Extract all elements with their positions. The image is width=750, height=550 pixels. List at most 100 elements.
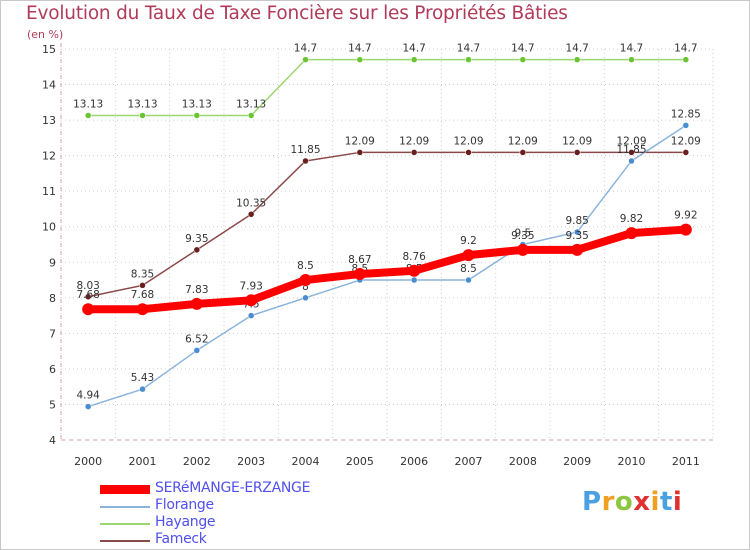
data-label-hayange: 13.13 — [127, 98, 157, 110]
chart-title: Evolution du Taux de Taxe Foncière sur l… — [26, 3, 568, 24]
logo-letter: i — [672, 487, 683, 517]
data-label-ser-mange-erzange: 7.68 — [131, 289, 154, 301]
data-point-ser-mange-erzange — [571, 243, 584, 256]
data-label-hayange: 13.13 — [182, 98, 212, 110]
data-point-fameck — [302, 157, 309, 165]
legend-label-hayange: Hayange — [155, 514, 216, 530]
x-tick-label: 2001 — [129, 455, 157, 468]
data-label-fameck: 12.09 — [508, 135, 538, 147]
data-point-ser-mange-erzange — [516, 243, 529, 256]
legend-line-serem — [100, 485, 150, 494]
data-point-fameck — [84, 293, 92, 301]
data-point-fameck — [628, 149, 635, 156]
data-label-ser-mange-erzange: 9.82 — [620, 213, 643, 225]
series-line-hayange — [87, 58, 687, 117]
data-point-hayange — [84, 112, 92, 119]
data-point-florange — [193, 347, 201, 354]
data-label-fameck: 12.09 — [616, 135, 646, 147]
data-point-florange — [573, 228, 581, 236]
data-label-hayange: 14.7 — [294, 43, 317, 55]
x-tick-label: 2003 — [237, 455, 265, 468]
y-tick-label: 5 — [49, 398, 56, 411]
unit-label: (en %) — [27, 28, 64, 41]
data-point-ser-mange-erzange — [299, 274, 312, 287]
data-label-florange: 11.85 — [616, 144, 646, 156]
data-label-florange: 5.43 — [131, 372, 154, 384]
x-tick-label: 2006 — [400, 455, 428, 468]
data-point-fameck — [193, 246, 201, 254]
x-tick-label: 2004 — [292, 455, 320, 468]
x-tick-label: 2000 — [74, 455, 102, 468]
data-label-ser-mange-erzange: 8.5 — [297, 260, 314, 272]
logo-letter: o — [614, 487, 634, 517]
legend-label-fameck: Fameck — [155, 531, 207, 547]
data-label-florange: 6.52 — [185, 333, 208, 345]
data-label-hayange: 14.7 — [348, 43, 371, 55]
data-point-ser-mange-erzange — [462, 249, 475, 262]
data-point-fameck — [573, 149, 581, 156]
data-point-hayange — [682, 56, 690, 63]
data-label-ser-mange-erzange: 8.76 — [402, 251, 426, 263]
data-point-ser-mange-erzange — [245, 294, 258, 307]
data-point-ser-mange-erzange — [82, 303, 95, 316]
data-label-fameck: 11.85 — [290, 144, 320, 156]
data-label-fameck: 12.09 — [345, 135, 375, 147]
series-line-fameck — [87, 151, 687, 298]
logo-letter: P — [582, 487, 602, 517]
data-label-hayange: 13.13 — [236, 98, 266, 110]
data-label-ser-mange-erzange: 8.67 — [348, 254, 371, 266]
y-tick-label: 6 — [49, 363, 56, 376]
data-point-hayange — [465, 56, 472, 63]
logo-letter: i — [650, 487, 660, 517]
data-point-ser-mange-erzange — [625, 227, 638, 240]
line-chart: 4 5 6 7 8 9 10 11 12 13 14 15 2000 2001 2002 2003 2004 20… — [42, 43, 714, 468]
x-tick-label: 2002 — [183, 455, 211, 468]
legend-line-florange — [100, 506, 150, 508]
x-tick-label: 2007 — [455, 455, 483, 468]
data-label-fameck: 8.35 — [131, 268, 154, 280]
legend-line-fameck — [100, 540, 150, 542]
x-tick-label: 2010 — [618, 455, 646, 468]
data-label-fameck: 12.09 — [671, 135, 701, 147]
data-label-florange: 4.94 — [76, 390, 100, 402]
data-label-hayange: 14.7 — [674, 43, 697, 55]
x-tick-label: 2008 — [509, 455, 537, 468]
data-point-florange — [139, 385, 146, 393]
data-label-florange: 8.5 — [460, 263, 477, 275]
data-label-ser-mange-erzange: 9.92 — [674, 210, 697, 222]
data-label-florange: 8 — [302, 281, 309, 293]
data-label-ser-mange-erzange: 7.68 — [76, 289, 99, 301]
data-point-florange — [465, 276, 472, 284]
logo-letter: x — [633, 487, 651, 517]
y-tick-label: 11 — [42, 185, 56, 198]
y-tick-label: 9 — [49, 256, 56, 269]
data-point-florange — [247, 312, 255, 319]
data-label-florange: 12.85 — [671, 108, 701, 120]
data-point-fameck — [356, 149, 364, 156]
data-point-hayange — [247, 112, 255, 119]
data-point-fameck — [139, 282, 146, 289]
data-label-hayange: 14.7 — [511, 43, 534, 55]
data-point-fameck — [519, 149, 527, 156]
data-point-hayange — [410, 56, 418, 63]
y-tick-label: 4 — [49, 434, 56, 447]
data-point-florange — [682, 122, 690, 129]
data-label-ser-mange-erzange: 9.35 — [565, 230, 588, 242]
y-tick-label: 13 — [42, 114, 56, 127]
data-label-fameck: 12.09 — [399, 135, 429, 147]
data-point-florange — [410, 276, 418, 284]
data-label-ser-mange-erzange: 7.93 — [239, 280, 262, 292]
data-label-ser-mange-erzange: 7.83 — [185, 284, 208, 296]
data-label-hayange: 14.7 — [457, 43, 480, 55]
data-point-ser-mange-erzange — [408, 264, 421, 277]
data-label-ser-mange-erzange: 9.2 — [460, 235, 477, 247]
legend-line-hayange — [100, 523, 150, 525]
data-point-florange — [628, 157, 635, 165]
proxiti-logo: Proxiti — [582, 487, 682, 517]
data-label-hayange: 14.7 — [402, 43, 425, 55]
legend-label-serem: SERéMANGE-ERZANGE — [155, 480, 311, 496]
data-point-ser-mange-erzange — [190, 297, 203, 310]
data-point-hayange — [139, 112, 146, 119]
data-label-fameck: 10.35 — [236, 197, 266, 209]
data-label-hayange: 13.13 — [73, 98, 103, 110]
